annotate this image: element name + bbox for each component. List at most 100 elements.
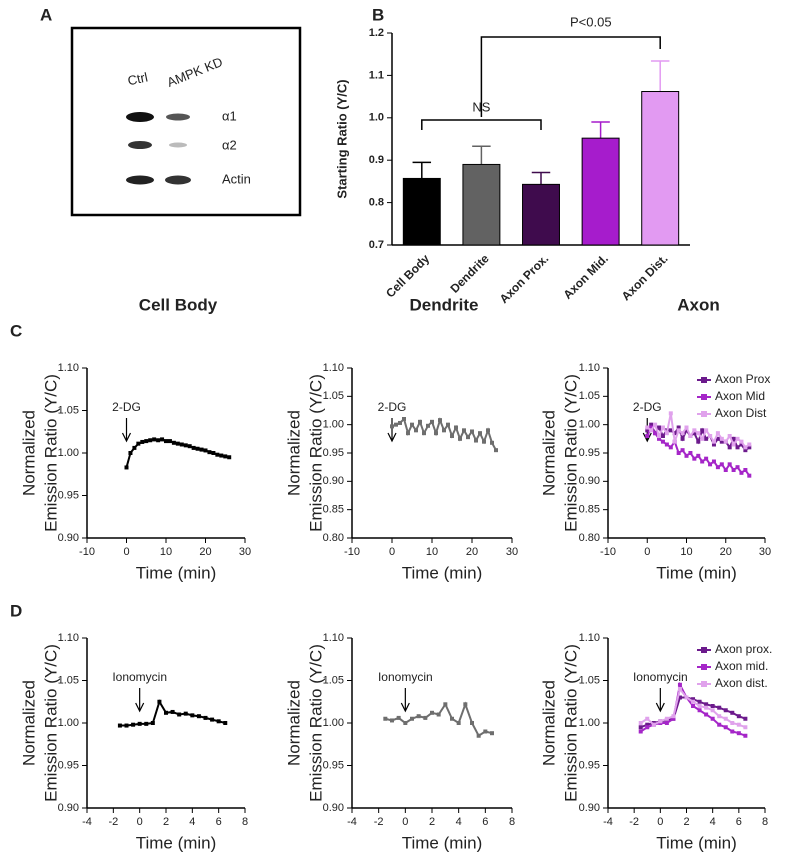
point	[715, 431, 720, 436]
point	[140, 439, 145, 444]
x-tick-label: -4	[82, 816, 92, 828]
point	[456, 721, 461, 725]
point	[735, 445, 740, 450]
point	[680, 431, 685, 436]
x-tick-label: 6	[736, 816, 742, 828]
point	[700, 459, 705, 464]
legend-marker	[701, 681, 707, 687]
point	[390, 718, 394, 723]
x-axis-label: Time (min)	[136, 833, 217, 852]
y-tick-label: 1.05	[58, 674, 79, 686]
chart-title: Cell Body	[139, 295, 218, 314]
bar	[581, 137, 620, 246]
x-tick-label: 30	[506, 546, 518, 558]
lane-label: AMPK KD	[165, 54, 225, 90]
point	[692, 428, 697, 433]
point	[490, 731, 494, 736]
x-tick-label: 8	[242, 816, 248, 828]
point	[658, 719, 663, 724]
point	[430, 419, 434, 424]
legend-label: Axon mid.	[715, 659, 768, 673]
point	[657, 434, 662, 438]
x-tick-label: 0	[389, 546, 395, 558]
point	[727, 462, 732, 467]
point	[700, 436, 705, 441]
point	[676, 428, 681, 433]
point	[664, 431, 669, 436]
x-tick-label: Axon Mid.	[561, 251, 611, 301]
point	[124, 723, 129, 728]
point	[196, 714, 201, 719]
point	[396, 715, 401, 720]
chart-title: Dendrite	[410, 295, 479, 314]
point	[688, 451, 693, 455]
point	[649, 425, 654, 430]
point	[723, 725, 728, 730]
x-tick-label: -10	[344, 546, 360, 558]
point	[645, 722, 650, 727]
point	[704, 436, 709, 441]
x-tick-label: 0	[137, 816, 143, 828]
point	[450, 434, 454, 438]
point	[677, 687, 682, 691]
point	[660, 425, 665, 430]
arrow-head	[642, 432, 652, 443]
band-label: Actin	[222, 171, 251, 186]
point	[148, 438, 153, 443]
point	[470, 429, 474, 434]
point	[684, 453, 689, 458]
point	[697, 699, 702, 704]
x-tick-label: 10	[160, 546, 172, 558]
point	[160, 437, 165, 442]
point	[649, 428, 654, 433]
point	[680, 436, 685, 441]
point	[731, 436, 736, 441]
band	[169, 142, 187, 148]
point	[132, 445, 137, 450]
y-tick-label: 0.80	[579, 532, 600, 544]
point	[664, 721, 669, 725]
point	[719, 436, 724, 441]
annotation: Ionomycin	[633, 670, 688, 684]
point	[717, 705, 722, 710]
x-tick-label: 8	[509, 816, 515, 828]
point	[183, 711, 188, 716]
y-tick-label: 1.10	[579, 362, 600, 374]
x-tick-label: 0	[402, 816, 408, 828]
y-tick-label: 1.00	[58, 717, 79, 729]
point	[747, 473, 752, 478]
point	[696, 439, 701, 444]
point	[124, 465, 129, 470]
point	[677, 682, 682, 687]
point	[668, 445, 673, 450]
point	[743, 448, 748, 453]
point	[711, 459, 716, 464]
y-tick-label: 1.00	[323, 717, 344, 729]
point	[680, 448, 685, 453]
x-tick-label: 0	[644, 546, 650, 558]
y-tick-label: 1.10	[579, 632, 600, 644]
y-axis-label: Emission Ratio (Y/C)	[306, 374, 325, 532]
point	[462, 428, 466, 433]
point	[700, 428, 705, 433]
bracket	[421, 119, 542, 130]
legend-marker	[701, 647, 707, 653]
x-tick-label: 6	[482, 816, 488, 828]
point	[219, 453, 224, 458]
x-tick-label: 20	[199, 546, 211, 558]
point	[691, 704, 696, 708]
point	[743, 733, 748, 738]
point	[730, 721, 735, 725]
point	[227, 455, 232, 460]
point	[137, 721, 142, 726]
y-tick-label: 0.85	[323, 504, 344, 516]
point	[696, 431, 701, 436]
point	[719, 439, 724, 444]
point	[486, 428, 490, 433]
x-tick-label: Cell Body	[383, 251, 432, 300]
point	[735, 436, 740, 441]
band	[165, 175, 191, 185]
point	[668, 428, 673, 433]
y-tick-label: 0.90	[579, 802, 600, 814]
arrow-head	[400, 702, 410, 713]
